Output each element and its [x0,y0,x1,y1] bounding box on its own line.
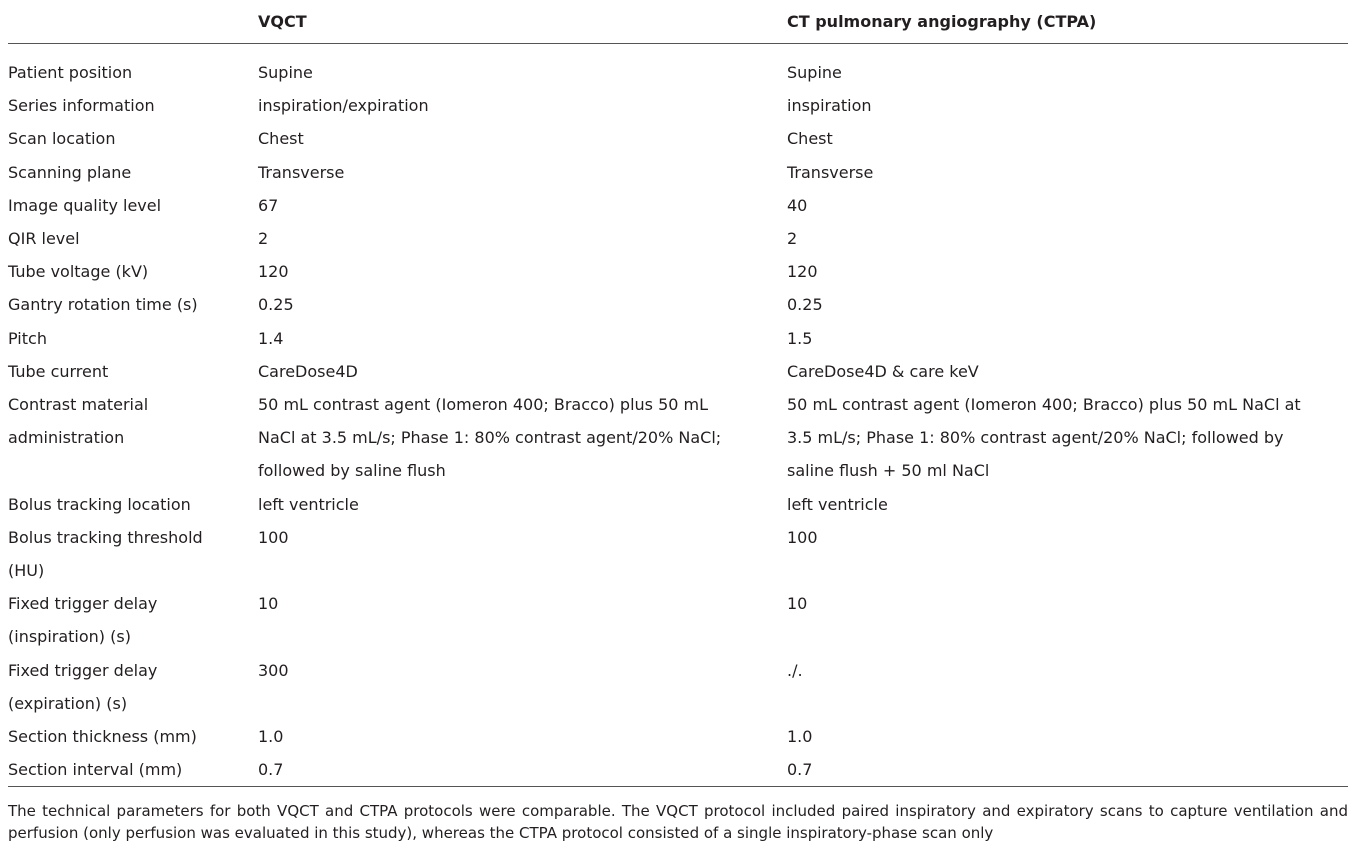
table-row: Section interval (mm) 0.7 0.7 [8,753,1348,787]
cell: 50 mL contrast agent (Iomeron 400; Bracc… [258,388,787,488]
cell: 120 [258,262,289,282]
cell: Supine [787,63,842,82]
row-label: Fixed trigger delay (expiration) (s) [8,654,258,720]
cell: ./. [787,660,803,680]
header-row: VQCT CT pulmonary angiography (CTPA) [8,0,1348,44]
header-cell: CT pulmonary angiography (CTPA) [787,0,1348,44]
table-row: Pitch 1.4 1.5 [8,322,1348,355]
cell: 1.5 [787,328,813,348]
cell: inspiration [787,96,872,116]
cell: left ventricle [258,494,359,514]
cell: 1.4 [258,328,284,348]
cell: 2 [258,229,269,249]
row-label: Bolus tracking threshold (HU) [8,521,258,587]
row-label: Pitch [8,328,47,348]
cell: 0.25 [787,295,823,315]
cell: 50 mL contrast agent (Iomeron 400; Bracc… [787,388,1348,488]
table-row: Scanning plane Transverse Transverse [8,156,1348,189]
cell-line: (expiration) (s) [8,693,128,713]
cell-line: Fixed trigger delay [8,660,158,680]
cell: 100 [258,527,289,547]
cell: inspiration/expiration [258,96,429,116]
row-label: Fixed trigger delay (inspiration) (s) [8,587,258,653]
cell: 10 [258,594,279,614]
cell: Supine [258,63,313,82]
row-label: Contrast material administration [8,388,258,488]
table: VQCT CT pulmonary angiography (CTPA) Pat… [8,0,1348,788]
cell: left ventricle [787,494,888,514]
table-row: Image quality level 67 40 [8,189,1348,222]
table-row: Scan location Chest Chest [8,122,1348,155]
cell-line: (inspiration) (s) [8,627,131,647]
cell: 300 [258,660,289,680]
cell: 0.7 [258,760,284,780]
table-row: Bolus tracking threshold (HU) 100 100 [8,521,1348,587]
table-row: Fixed trigger delay (inspiration) (s) 10 10 [8,587,1348,653]
table-container: VQCT CT pulmonary angiography (CTPA) Pat… [8,0,1348,788]
cell-line: followed by saline flush [258,461,446,481]
cell-line: Fixed trigger delay [8,594,158,614]
row-label: Scanning plane [8,162,132,182]
cell-line: 50 mL contrast agent (Iomeron 400; Bracc… [787,395,1301,415]
table-body: Patient position Supine Supine Series infor… [8,44,1348,787]
cell: Transverse [258,162,345,182]
row-label: Tube voltage (kV) [8,262,149,282]
cell-line: (HU) [8,561,45,581]
cell: 2 [787,229,798,249]
row-label: Bolus tracking location [8,494,191,514]
cell-line: NaCl at 3.5 mL/s; Phase 1: 80% contrast … [258,428,722,448]
row-label: Series information [8,96,155,116]
cell-line: administration [8,428,125,448]
cell: Chest [787,129,833,149]
cell: Chest [258,129,304,149]
cell: 67 [258,195,279,215]
table-row: Series information inspiration/expiration… [8,89,1348,122]
table-row: Gantry rotation time (s) 0.25 0.25 [8,288,1348,321]
row-label: Section thickness (mm) [8,727,197,747]
table-row: Contrast material administration 50 mL con… [8,388,1348,488]
row-label: Patient position [8,63,133,82]
cell-line: Bolus tracking threshold [8,527,203,547]
row-label: Tube current [8,361,109,381]
cell: CareDose4D & care keV [787,361,979,381]
cell: 10 [787,594,808,614]
cell: 1.0 [258,727,284,747]
cell-line: saline flush + 50 ml NaCl [787,461,990,481]
table-row: Tube current CareDose4D CareDose4D & care … [8,355,1348,388]
cell: 0.7 [787,760,813,780]
cell-line: 3.5 mL/s; Phase 1: 80% contrast agent/20… [787,428,1284,448]
cell: CareDose4D [258,361,358,381]
row-label: Scan location [8,129,116,149]
row-label: Section interval (mm) [8,760,183,780]
cell: 0.25 [258,295,294,315]
header-cell: VQCT [258,0,787,44]
row-label: Gantry rotation time (s) [8,295,198,315]
row-label: Image quality level [8,195,162,215]
cell: 120 [787,262,818,282]
cell-line: 50 mL contrast agent (Iomeron 400; Bracc… [258,395,709,415]
row-label: QIR level [8,229,80,249]
cell: Transverse [787,162,874,182]
table-row: Section thickness (mm) 1.0 1.0 [8,720,1348,753]
table-row: Fixed trigger delay (expiration) (s) 300 ./… [8,654,1348,720]
table-row: Patient position Supine Supine [8,44,1348,90]
cell: 40 [787,195,808,215]
table-row: Bolus tracking location left ventricle lef… [8,488,1348,521]
footnote: The technical parameters for both VQCT a… [8,802,1348,842]
cell: 1.0 [787,727,813,747]
header-cell [8,0,258,44]
cell-line: Contrast material [8,395,149,415]
table-row: Tube voltage (kV) 120 120 [8,255,1348,288]
cell: 100 [787,527,818,547]
table-row: QIR level 2 2 [8,222,1348,255]
